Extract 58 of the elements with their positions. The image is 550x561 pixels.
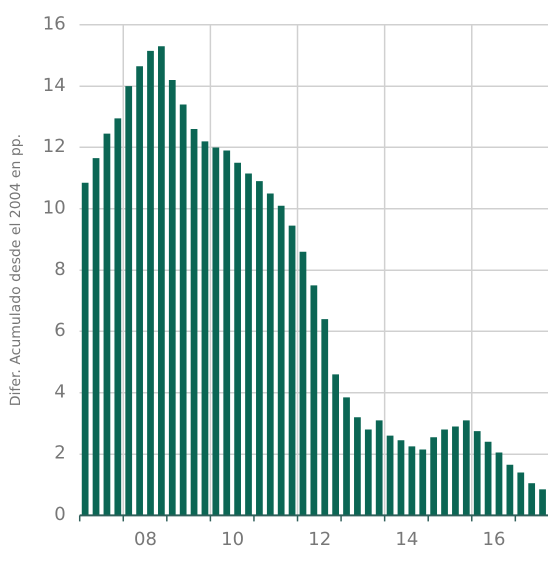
bar: [147, 50, 154, 515]
y-tick-label: 8: [54, 258, 66, 280]
bar: [310, 285, 318, 515]
y-tick-label: 16: [42, 13, 66, 34]
x-tick-label: 10: [221, 528, 244, 550]
bar: [376, 420, 383, 515]
bar: [386, 436, 394, 515]
bar: [202, 141, 208, 515]
x-tick-label: 14: [395, 528, 418, 550]
bar: [321, 319, 328, 515]
x-tick-label: 08: [134, 528, 157, 550]
bar: [136, 66, 143, 515]
y-tick-label: 2: [54, 442, 66, 464]
bar: [82, 182, 89, 515]
bar: [256, 181, 263, 515]
bar: [332, 374, 340, 515]
bar: [212, 147, 220, 515]
bar: [517, 472, 524, 515]
bar: [278, 206, 285, 515]
x-tick-label: 16: [482, 528, 506, 550]
bar: [474, 431, 481, 515]
bar: [419, 449, 426, 515]
bar: [234, 162, 241, 515]
y-tick-label: 12: [42, 136, 66, 158]
bar: [441, 430, 448, 515]
bar: [528, 483, 536, 515]
bar: [92, 158, 100, 515]
bar: [245, 174, 252, 515]
bar: [158, 46, 165, 515]
y-tick-label: 0: [54, 504, 66, 526]
bar: [125, 86, 132, 515]
x-tick-label: 12: [308, 528, 332, 550]
bar: [266, 193, 274, 515]
bar: [223, 150, 230, 515]
bar: [506, 464, 514, 515]
bar: [462, 420, 470, 515]
bar: [354, 417, 361, 515]
bar: [180, 104, 187, 515]
y-tick-label: 10: [42, 197, 66, 218]
bar: [430, 437, 438, 515]
bar: [408, 446, 416, 515]
y-axis-title: Difer. Acumulado desde el 2004 en pp.: [8, 134, 24, 406]
bar: [364, 430, 372, 515]
bar: [496, 452, 502, 515]
y-tick-label: 4: [54, 381, 66, 402]
bar: [104, 134, 110, 515]
y-tick-label: 6: [54, 320, 66, 342]
bar: [300, 252, 306, 515]
bar: [168, 80, 176, 515]
bar: [288, 226, 296, 515]
bar: [484, 442, 492, 515]
bar: [343, 397, 350, 515]
y-tick-label: 14: [42, 74, 66, 96]
bar: [452, 426, 459, 515]
bar: [114, 118, 122, 515]
bar: [398, 440, 404, 515]
bar: [190, 129, 198, 515]
bar: [539, 489, 546, 515]
